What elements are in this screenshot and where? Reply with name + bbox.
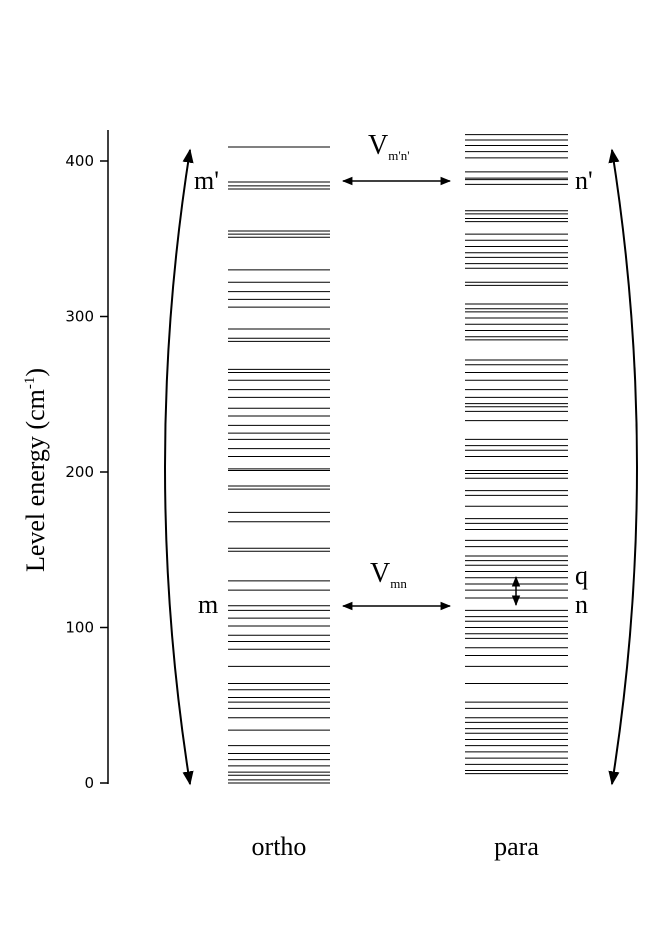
left-bracket <box>164 148 194 786</box>
y-axis-label: Level energy (cm-1) <box>21 368 50 572</box>
y-label-end: ) <box>21 368 50 377</box>
y-tick-label: 300 <box>65 308 94 326</box>
y-tick-label: 200 <box>65 463 94 481</box>
label-m: m <box>198 590 218 619</box>
y-tick-label: 0 <box>84 774 94 792</box>
label-n-prime: n' <box>575 166 593 195</box>
label-q: q <box>575 561 588 590</box>
y-tick-label: 400 <box>65 152 94 170</box>
y-label-sup: -1 <box>22 377 38 390</box>
column-label: ortho <box>252 832 307 861</box>
label-m-prime: m' <box>194 166 219 195</box>
label-n: n <box>575 590 588 619</box>
y-label-text: Level energy (cm <box>21 389 50 572</box>
v-subscript: mn <box>390 576 407 591</box>
right-bracket <box>608 148 638 786</box>
v-symbol: V <box>368 130 388 161</box>
label-v-top: Vm'n' <box>368 130 410 163</box>
column-label: para <box>494 832 539 861</box>
v-subscript: m'n' <box>388 148 409 163</box>
label-v-bottom: Vmn <box>370 558 407 591</box>
v-symbol: V <box>370 558 390 589</box>
y-tick-label: 100 <box>65 619 94 637</box>
